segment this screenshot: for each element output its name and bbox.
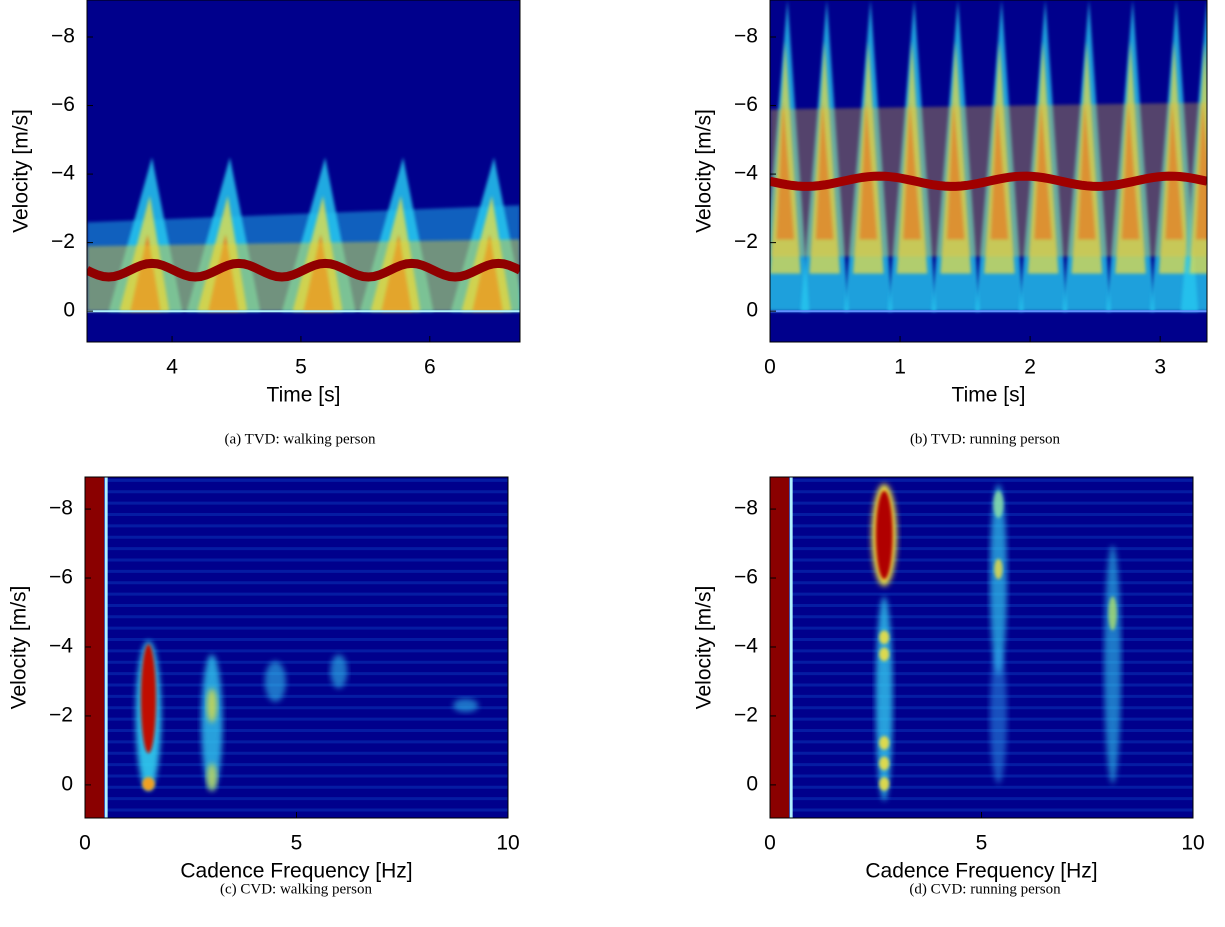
y-axis-label: Velocity [m/s] [10,109,33,233]
texture [879,756,890,771]
texture [206,688,217,723]
x-tick-label: 4 [166,356,178,379]
y-tick-label: −8 [734,25,758,48]
x-tick-label: 6 [424,356,436,379]
y-tick-label: −2 [734,230,758,253]
caption: (b) TVD: running person [910,431,1061,447]
y-tick-label: −6 [51,93,75,116]
x-tick-label: 1 [894,356,906,379]
y-tick-label: −6 [734,93,758,116]
panel: 0 5 10 −8 −6 −4 −2 0 Cadence Frequency [Hz] Veloc… [693,476,1205,897]
y-tick-label: −4 [51,162,75,185]
spectrogram [770,477,1193,818]
texture [993,490,1004,518]
texture [879,647,890,662]
y-axis-label: Velocity [m/s] [8,586,31,710]
y-tick-label: −4 [734,162,758,185]
y-tick-label: 0 [61,772,73,795]
frame [769,0,1208,343]
x-tick-label: 5 [976,832,988,855]
x-tick-label: 10 [1181,832,1204,855]
frame [86,0,521,343]
texture [875,596,893,801]
panel: 4 5 6 −8 −6 −4 −2 0 Time [s] Velocity [m/s] (a) TV… [10,0,521,447]
texture [879,777,890,791]
y-tick-label: −2 [51,230,75,253]
texture [87,258,520,282]
texture [87,239,520,312]
y-axis-label: Velocity [m/s] [693,586,716,710]
texture [142,777,155,791]
x-tick-label: 0 [79,832,91,855]
x-tick-label: 0 [764,356,776,379]
y-tick-label: −2 [734,703,758,726]
y-axis-label: Velocity [m/s] [693,109,716,233]
x-axis-label: Time [s] [952,384,1026,407]
x-axis-label: Cadence Frequency [Hz] [865,860,1097,883]
y-tick-label: −4 [734,635,758,658]
texture [264,661,286,703]
texture [989,483,1007,675]
x-tick-label: 10 [496,832,519,855]
x-tick-label: 2 [1024,356,1036,379]
texture [875,490,893,580]
y-tick-label: 0 [63,299,75,322]
y-tick-label: −8 [51,25,75,48]
texture [994,558,1003,580]
texture [85,477,105,818]
texture [206,763,217,791]
panel: 0 1 2 3 −8 −6 −4 −2 0 Time [s] Velocity [m/s] (b) T… [693,0,1208,447]
texture [989,647,1007,784]
y-tick-label: 0 [746,772,758,795]
caption: (d) CVD: running person [909,881,1061,897]
texture [1108,596,1117,631]
x-tick-label: 3 [1154,356,1166,379]
plot-area [770,477,1193,818]
x-tick-label: 0 [764,832,776,855]
panel: 0 5 10 −8 −6 −4 −2 0 Cadence Frequency [Hz] Veloc… [8,476,520,897]
spectrogram [85,477,508,818]
spectrogram [770,0,1207,313]
y-tick-label: 0 [746,299,758,322]
y-tick-label: −6 [734,566,758,589]
caption: (a) TVD: walking person [225,431,376,447]
texture [453,698,479,713]
y-tick-label: −8 [49,497,73,520]
x-axis-label: Cadence Frequency [Hz] [180,860,412,883]
x-axis-label: Time [s] [267,384,341,407]
texture [330,654,348,689]
texture [879,630,890,645]
y-tick-label: −2 [49,703,73,726]
y-tick-label: −4 [49,635,73,658]
x-tick-label: 5 [295,356,307,379]
texture [1104,545,1122,784]
caption: (c) CVD: walking person [220,881,373,897]
texture [879,736,890,750]
texture [201,654,223,791]
texture [140,644,157,754]
spectrogram [87,157,520,313]
texture [770,477,790,818]
y-tick-label: −8 [734,497,758,520]
texture [770,171,1207,191]
y-tick-label: −6 [49,566,73,589]
x-tick-label: 5 [291,832,303,855]
